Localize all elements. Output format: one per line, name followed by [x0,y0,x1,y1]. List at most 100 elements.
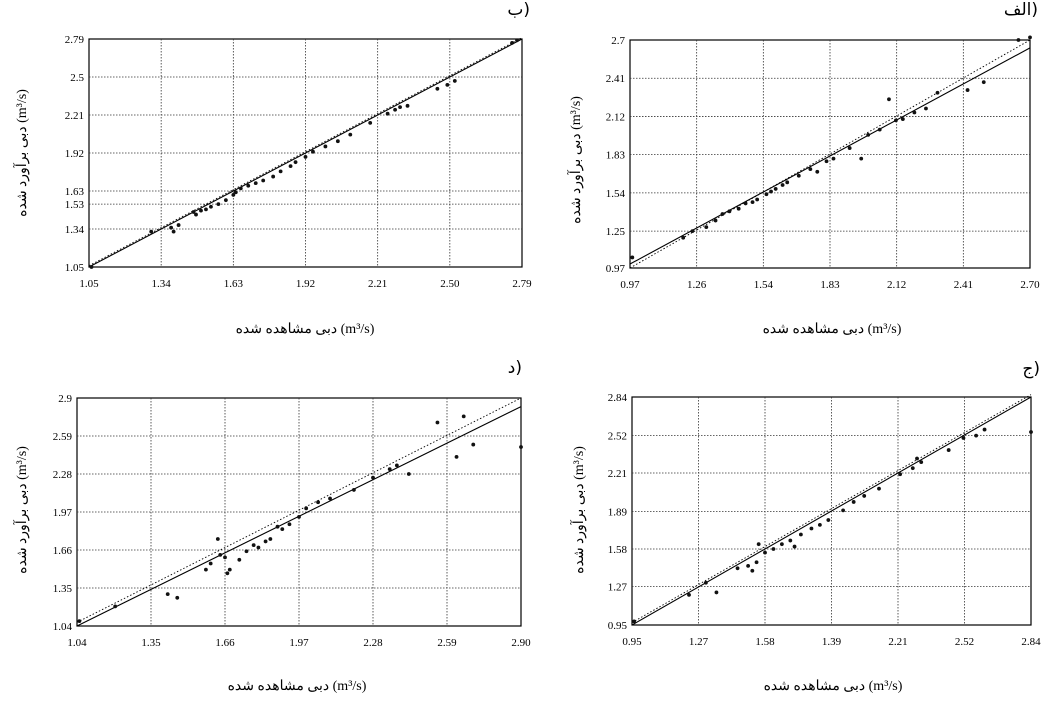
data-point [454,454,459,459]
data-point [268,537,273,541]
data-point [237,557,242,562]
y-tick-label: 1.66 [53,545,73,557]
tick-labels-dal: 1.04 1.35 1.66 1.97 2.28 2.59 2.90 1.04 1.35 1.66… [53,393,531,649]
data-point [303,155,308,159]
data-point [165,592,170,597]
y-tick-label: 2.9 [58,393,72,405]
grid-b [89,39,522,267]
chart-panel-b: ب) 1.05 1.34 1.63 1.92 2.21 2.50 2.791.051.341… [12,0,532,337]
fit-line-solid [629,47,1031,265]
fit-line-solid [631,396,1032,626]
data-point [912,110,917,115]
data-point [771,547,776,551]
data-point [227,567,232,572]
y-axis-label-jim: دبی برآورد شده (m³/s) [569,446,587,574]
data-point [687,592,691,597]
data-point [690,229,695,233]
data-point [826,518,831,522]
x-tick-label: 0.97 [620,279,640,291]
x-tick-label: 1.97 [289,637,309,649]
data-point [769,189,773,194]
y-tick-label: 0.95 [608,620,628,632]
data-point [368,120,373,125]
x-axis-label-dal: دبی مشاهده شده (m³/s) [228,679,367,694]
x-tick-label: 1.34 [152,278,172,290]
x-tick-label: 2.41 [954,279,973,291]
y-tick-label: 2.59 [53,431,73,443]
data-point [510,41,514,45]
data-point [223,555,227,560]
data-point [877,486,881,491]
data-point [328,496,332,501]
data-point [866,132,871,137]
x-tick-label: 0.95 [622,636,642,648]
fit-lines-alef [629,39,1031,269]
data-point [788,538,793,543]
data-point [851,500,856,504]
data-point [261,178,266,183]
data-point [808,167,813,172]
data-point [919,460,924,465]
x-tick-label: 2.79 [512,278,532,290]
data-point [304,506,309,511]
data-point [246,183,251,188]
data-point [335,139,340,144]
data-point [387,467,392,471]
data-point [632,619,637,624]
data-point [208,561,213,566]
data-point [233,190,238,195]
data-point [910,466,915,471]
y-tick-label: 1.89 [608,507,628,519]
y-tick-label: 2.28 [53,469,73,481]
y-tick-label: 1.92 [65,148,84,160]
data-point [218,553,223,557]
y-tick-label: 2.12 [606,111,625,123]
data-point [764,192,769,197]
data-point [924,106,928,111]
x-tick-label: 1.35 [141,637,161,649]
y-tick-label: 1.54 [606,188,626,200]
data-point [175,595,180,600]
data-point [288,164,293,169]
data-point [519,445,523,449]
y-axis-label-dal: دبی برآورد شده (m³/s) [12,446,30,574]
y-axis-label-alef: دبی برآورد شده (m³/s) [566,96,584,224]
data-point [720,212,725,216]
y-tick-label: 1.83 [606,150,626,162]
data-point [809,526,814,531]
data-point [176,223,181,227]
data-point [841,508,846,513]
x-tick-label: 2.52 [955,636,974,648]
data-point [750,568,755,573]
x-tick-label: 2.28 [363,637,383,649]
data-point [630,255,635,260]
data-point [199,208,203,213]
y-tick-label: 1.34 [65,224,85,236]
data-point [311,149,315,154]
data-point [824,159,829,164]
y-tick-label: 1.97 [53,507,73,519]
y-tick-label: 1.35 [53,583,73,595]
x-tick-label: 2.12 [887,279,906,291]
y-tick-label: 2.21 [608,468,627,480]
data-point [169,225,174,230]
data-point [385,111,390,116]
fit-line-dotted [76,397,522,623]
data-point [754,560,759,565]
data-point [405,103,410,108]
x-tick-label: 1.27 [689,636,709,648]
panel-letter-b: ب) [507,0,530,20]
points-alef [630,35,1032,260]
x-axis-label-alef: دبی مشاهده شده (m³/s) [763,322,902,337]
x-tick-label: 1.92 [296,278,315,290]
x-tick-label: 1.04 [67,637,87,649]
data-point [792,544,797,549]
data-point [743,201,748,206]
chart-panel-jim: ج) 0.95 1.27 1.58 1.39 2.21 2.52 2.84 0.95 1.27 1… [569,359,1041,694]
data-point [831,156,836,161]
y-tick-label: 2.41 [606,73,625,85]
x-tick-label: 2.21 [888,636,907,648]
data-point [244,549,249,554]
data-point [323,144,328,149]
